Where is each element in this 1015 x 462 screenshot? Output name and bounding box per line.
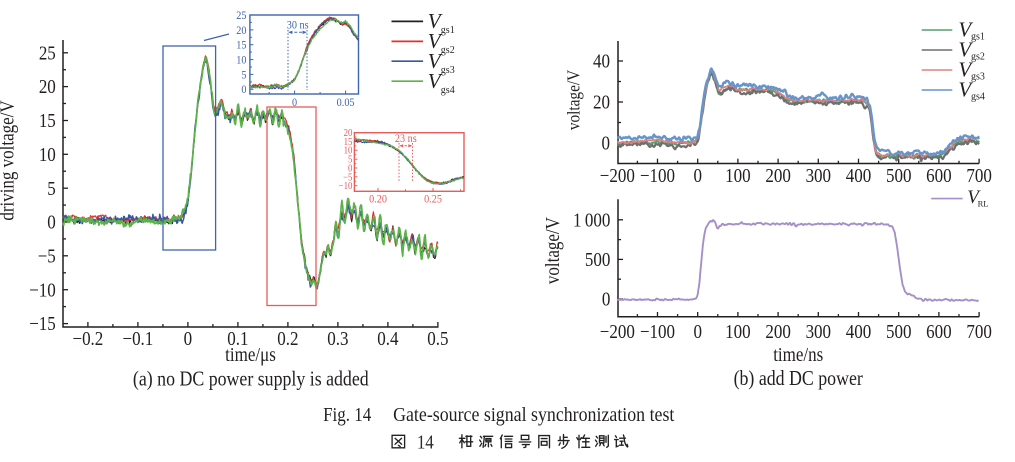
svg-text:V: V (958, 18, 973, 42)
svg-text:−0.1: −0.1 (122, 328, 153, 351)
svg-text:−5: −5 (343, 172, 353, 184)
svg-text:driving voltage/V: driving voltage/V (0, 100, 19, 221)
svg-text:23 ns: 23 ns (395, 132, 417, 145)
svg-text:10: 10 (344, 145, 353, 157)
svg-text:V: V (958, 78, 973, 102)
svg-text:20: 20 (593, 91, 610, 114)
svg-text:0: 0 (292, 96, 297, 109)
svg-text:0: 0 (601, 132, 610, 155)
svg-text:V: V (428, 9, 443, 33)
svg-text:0.1: 0.1 (227, 328, 248, 351)
svg-text:5: 5 (348, 154, 353, 166)
svg-text:(a) no DC power supply is adde: (a) no DC power supply is added (133, 368, 369, 391)
svg-text:gs3: gs3 (971, 71, 985, 82)
svg-text:0: 0 (348, 163, 353, 175)
svg-text:0.20: 0.20 (369, 193, 387, 206)
svg-text:−10: −10 (339, 180, 353, 192)
svg-text:600: 600 (926, 165, 951, 188)
svg-text:500: 500 (886, 321, 911, 344)
svg-text:0: 0 (602, 288, 611, 311)
svg-text:20: 20 (39, 76, 56, 99)
svg-text:200: 200 (765, 165, 790, 188)
svg-text:600: 600 (926, 321, 951, 344)
svg-text:voltage/V: voltage/V (542, 217, 565, 285)
svg-text:voltage/V: voltage/V (564, 70, 584, 130)
svg-text:5: 5 (47, 178, 56, 201)
svg-text:V: V (428, 29, 443, 53)
svg-text:15: 15 (236, 39, 247, 52)
svg-text:RL: RL (978, 199, 989, 209)
svg-text:100: 100 (725, 321, 750, 344)
svg-text:0: 0 (47, 211, 56, 234)
svg-text:time/ns: time/ns (773, 344, 823, 367)
svg-text:700: 700 (966, 321, 991, 344)
svg-text:Fig. 14: Fig. 14 (323, 404, 371, 427)
svg-text:5: 5 (241, 69, 246, 82)
svg-text:20: 20 (344, 127, 353, 139)
svg-text:0.5: 0.5 (427, 328, 448, 351)
svg-text:14: 14 (417, 431, 434, 454)
svg-text:−10: −10 (29, 279, 56, 302)
svg-text:15: 15 (39, 110, 56, 133)
svg-text:−0.2: −0.2 (72, 328, 103, 351)
svg-text:25: 25 (236, 9, 247, 22)
svg-text:gs2: gs2 (441, 45, 455, 56)
svg-text:0: 0 (241, 84, 246, 97)
svg-text:−15: −15 (29, 313, 56, 336)
svg-text:500: 500 (886, 165, 911, 188)
svg-text:gs3: gs3 (441, 65, 455, 76)
svg-text:400: 400 (846, 321, 871, 344)
svg-text:400: 400 (846, 165, 871, 188)
svg-text:−200: −200 (600, 165, 635, 188)
svg-text:25: 25 (39, 42, 56, 65)
svg-text:V: V (428, 69, 443, 93)
svg-text:700: 700 (966, 165, 991, 188)
svg-text:time/μs: time/μs (225, 344, 276, 367)
svg-text:0.4: 0.4 (377, 328, 398, 351)
svg-text:−100: −100 (640, 165, 675, 188)
svg-text:0: 0 (693, 321, 702, 344)
svg-text:0: 0 (693, 165, 702, 188)
svg-text:−200: −200 (600, 321, 635, 344)
svg-text:1 000: 1 000 (573, 209, 610, 232)
svg-text:30 ns: 30 ns (287, 19, 309, 32)
svg-text:V: V (958, 58, 973, 82)
svg-text:Gate-source signal synchroniza: Gate-source signal synchronization test (393, 404, 675, 426)
svg-text:V: V (958, 38, 973, 62)
svg-text:gs2: gs2 (971, 51, 985, 62)
svg-text:0.2: 0.2 (277, 328, 298, 351)
svg-text:V: V (428, 49, 443, 73)
svg-text:10: 10 (236, 54, 247, 67)
svg-text:0.3: 0.3 (327, 328, 348, 351)
svg-text:20: 20 (236, 24, 247, 37)
svg-text:500: 500 (585, 249, 610, 272)
svg-text:300: 300 (806, 321, 831, 344)
svg-text:15: 15 (344, 136, 353, 148)
svg-text:gs1: gs1 (971, 31, 985, 42)
svg-text:gs4: gs4 (441, 85, 455, 96)
svg-text:0.05: 0.05 (337, 96, 355, 109)
svg-text:gs1: gs1 (441, 25, 455, 36)
svg-text:−5: −5 (38, 245, 56, 268)
svg-text:100: 100 (725, 165, 750, 188)
svg-text:300: 300 (806, 165, 831, 188)
svg-text:40: 40 (593, 50, 610, 73)
svg-text:gs4: gs4 (971, 91, 985, 102)
svg-text:(b) add DC power: (b) add DC power (734, 368, 864, 391)
svg-text:−100: −100 (640, 321, 675, 344)
svg-text:0: 0 (184, 328, 193, 351)
svg-text:10: 10 (39, 144, 56, 167)
svg-text:0.25: 0.25 (424, 193, 442, 206)
svg-text:200: 200 (765, 321, 790, 344)
svg-text:V: V (967, 187, 981, 208)
